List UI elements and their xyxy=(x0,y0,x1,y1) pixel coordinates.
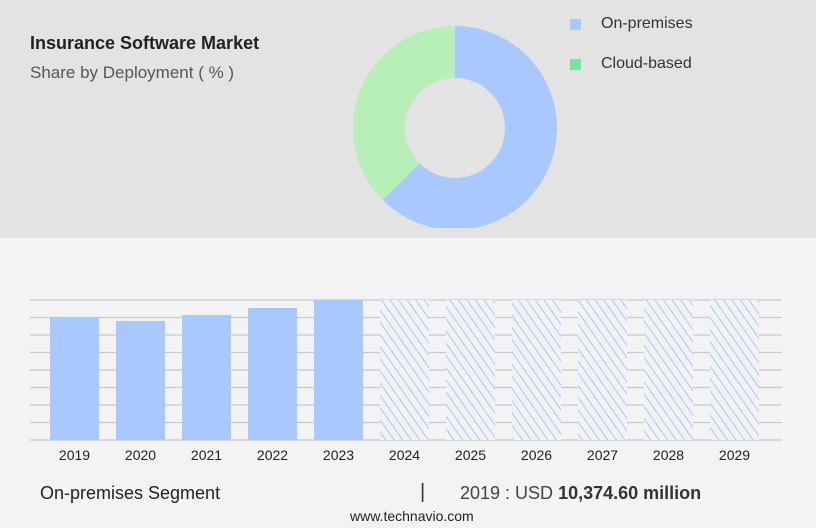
x-tick-label: 2026 xyxy=(521,447,552,463)
segment-value: 2019 : USD 10,374.60 million xyxy=(460,483,701,504)
bar-2023 xyxy=(314,300,363,440)
bar-2026 xyxy=(512,300,561,440)
bar-2022 xyxy=(248,308,297,440)
value-amount: 10,374.60 million xyxy=(558,483,702,503)
x-tick-label: 2029 xyxy=(719,447,750,463)
legend-item-on-premises: On-premises xyxy=(570,15,693,33)
segment-label: On-premises Segment xyxy=(40,483,221,503)
legend-swatch xyxy=(570,18,581,30)
legend-label: Cloud-based xyxy=(601,55,692,72)
x-tick-label: 2028 xyxy=(653,447,684,463)
bar-2019 xyxy=(50,317,99,440)
bar-2021 xyxy=(182,315,231,440)
bar-2029 xyxy=(710,300,759,440)
x-tick-label: 2019 xyxy=(59,447,90,463)
legend-swatch xyxy=(570,58,581,70)
separator: | xyxy=(420,481,426,503)
legend-item-cloud-based: Cloud-based xyxy=(570,55,692,73)
legend-label: On-premises xyxy=(601,15,693,32)
bar-2020 xyxy=(116,321,165,440)
donut-slice-cloud-based xyxy=(353,26,455,201)
bar-2024 xyxy=(380,300,429,440)
bar-2028 xyxy=(644,300,693,440)
site-url: www.technavio.com xyxy=(350,508,474,524)
year-label: 2019 : USD xyxy=(460,483,554,503)
chart-title: Insurance Software Market xyxy=(30,33,260,53)
x-tick-label: 2024 xyxy=(389,447,420,463)
bar-2027 xyxy=(578,300,627,440)
x-tick-label: 2020 xyxy=(125,447,156,463)
x-tick-label: 2027 xyxy=(587,447,618,463)
x-tick-label: 2023 xyxy=(323,447,354,463)
chart-subtitle: Share by Deployment ( % ) xyxy=(30,63,235,82)
x-tick-label: 2021 xyxy=(191,447,222,463)
donut-slice-on-premises xyxy=(382,26,557,228)
x-tick-label: 2025 xyxy=(455,447,486,463)
bar-2025 xyxy=(446,300,495,440)
x-tick-label: 2022 xyxy=(257,447,288,463)
